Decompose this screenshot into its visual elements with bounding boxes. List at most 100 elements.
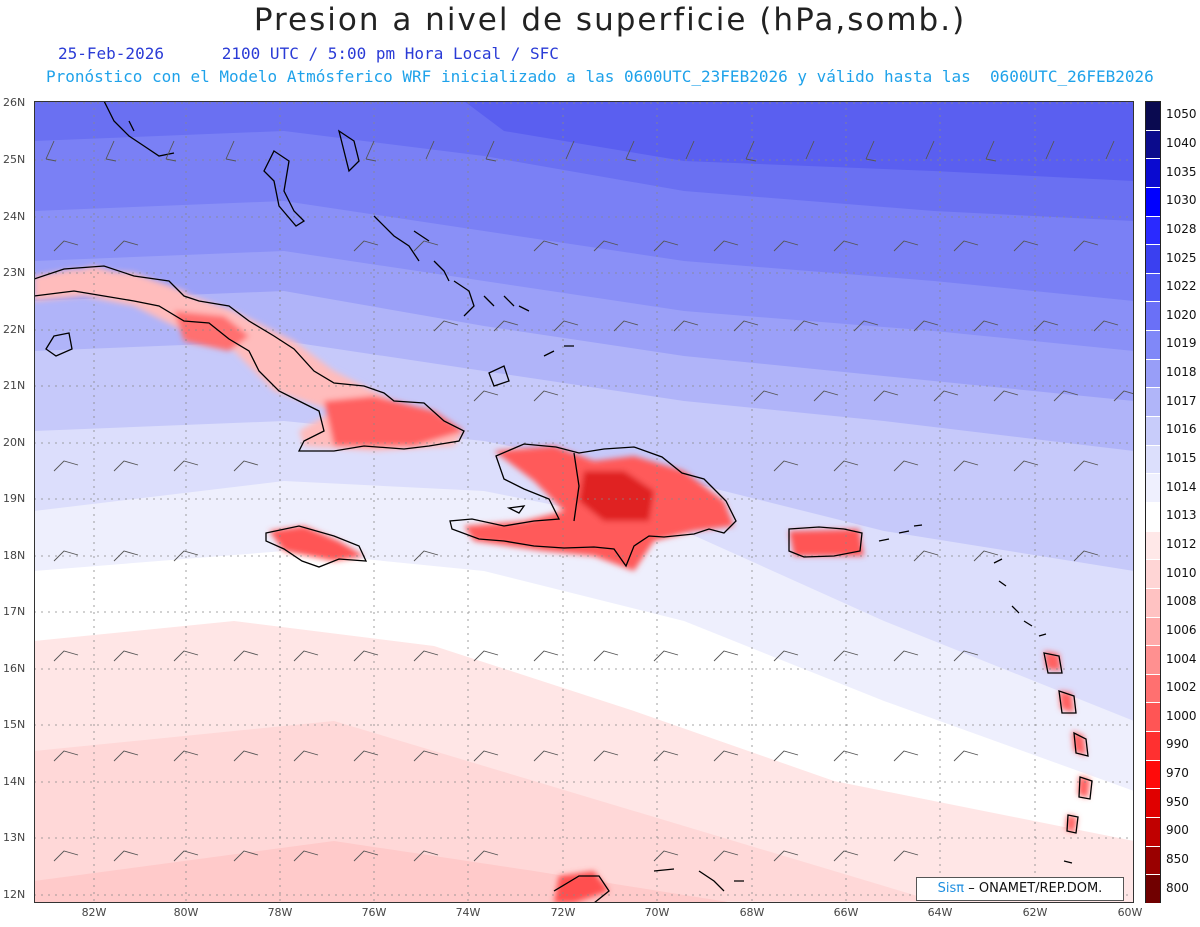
- colorbar-swatch: [1146, 818, 1160, 847]
- colorbar-label: 1016: [1166, 422, 1197, 437]
- turks-caicos: [488, 345, 574, 387]
- colorbar-label: 1028: [1166, 221, 1197, 236]
- colorbar-label: 990: [1166, 737, 1189, 752]
- colorbar-label: 1014: [1166, 479, 1197, 494]
- colorbar-label: 800: [1166, 880, 1189, 895]
- colorbar-swatch: [1146, 646, 1160, 675]
- colorbar-swatch: [1146, 617, 1160, 647]
- colorbar: [1145, 101, 1161, 904]
- colorbar-swatch: [1146, 531, 1160, 561]
- chart-title: Presion a nivel de superficie (hPa,somb.…: [253, 2, 967, 38]
- lon-label: 64W: [927, 906, 953, 919]
- lat-label: 22N: [3, 323, 26, 336]
- colorbar-label: 1012: [1166, 536, 1197, 551]
- lat-label: 24N: [3, 210, 26, 223]
- colorbar-swatch: [1146, 159, 1160, 188]
- colorbar-swatch: [1146, 273, 1160, 303]
- colorbar-swatch: [1146, 732, 1160, 761]
- colorbar-swatch: [1146, 216, 1160, 246]
- hispaniola-coast: [449, 443, 737, 568]
- lon-label: 82W: [81, 906, 107, 919]
- colorbar-swatch: [1146, 588, 1160, 618]
- colorbar-label: 1020: [1166, 307, 1197, 322]
- model-info: Pronóstico con el Modelo Atmósferico WRF…: [46, 67, 1154, 86]
- colorbar-label: 1050: [1166, 107, 1197, 122]
- lon-label: 72W: [550, 906, 576, 919]
- puerto-rico-coast: [788, 526, 863, 558]
- colorbar-label: 1022: [1166, 279, 1197, 294]
- lesser-antilles: [993, 558, 1093, 864]
- colorbar-swatch: [1146, 875, 1160, 904]
- forecast-date: 25-Feb-2026: [58, 44, 164, 63]
- forecast-time: 2100 UTC / 5:00 pm Hora Local / SFC: [221, 44, 559, 63]
- colorbar-label: 1025: [1166, 250, 1197, 265]
- lon-label: 80W: [173, 906, 199, 919]
- colorbar-label: 900: [1166, 823, 1189, 838]
- bahamas-1: [263, 150, 306, 227]
- bahamas-2: [337, 129, 360, 173]
- colorbar-swatch: [1146, 331, 1160, 360]
- colorbar-label: 1019: [1166, 336, 1197, 351]
- lat-label: 23N: [3, 266, 26, 279]
- lon-label: 76W: [361, 906, 387, 919]
- lat-label: 20N: [3, 436, 26, 449]
- colorbar-label: 1006: [1166, 622, 1197, 637]
- colorbar-label: 1004: [1166, 651, 1197, 666]
- lat-label: 18N: [3, 549, 26, 562]
- band-1025: [464, 101, 1134, 181]
- wind-barbs: [45, 140, 1134, 862]
- pressure-map: [34, 101, 1134, 903]
- colorbar-label: 1002: [1166, 680, 1197, 695]
- lat-label: 14N: [3, 775, 26, 788]
- colorbar-label: 1018: [1166, 365, 1197, 380]
- lat-label: 15N: [3, 718, 26, 731]
- lon-label: 74W: [455, 906, 481, 919]
- colorbar-label: 1008: [1166, 594, 1197, 609]
- subtitle-date-time: 25-Feb-2026 2100 UTC / 5:00 pm Hora Loca…: [58, 44, 559, 63]
- colorbar-swatch: [1146, 417, 1160, 446]
- lat-label: 26N: [3, 96, 26, 109]
- lat-label: 25N: [3, 153, 26, 166]
- colorbar-swatch: [1146, 102, 1160, 131]
- lon-label: 60W: [1117, 906, 1143, 919]
- lat-label: 13N: [3, 831, 26, 844]
- colorbar-label: 1013: [1166, 508, 1197, 523]
- colorbar-swatch: [1146, 674, 1160, 704]
- colorbar-swatch: [1146, 703, 1160, 733]
- colorbar-label: 1000: [1166, 708, 1197, 723]
- cuba-coast: [34, 265, 465, 452]
- colorbar-swatch: [1146, 187, 1160, 217]
- colorbar-label: 1030: [1166, 193, 1197, 208]
- jamaica-coast: [265, 525, 368, 568]
- lon-label: 68W: [739, 906, 765, 919]
- colorbar-label: 1010: [1166, 565, 1197, 580]
- colorbar-label: 850: [1166, 852, 1189, 867]
- colorbar-swatch: [1146, 302, 1160, 332]
- lon-label: 62W: [1022, 906, 1048, 919]
- florida-coast: [103, 101, 175, 157]
- colorbar-swatch: [1146, 502, 1160, 532]
- colorbar-swatch: [1146, 474, 1160, 503]
- colorbar-swatch: [1146, 388, 1160, 418]
- isla-juventud: [45, 332, 73, 357]
- colorbar-label: 1015: [1166, 451, 1197, 466]
- colorbar-swatch: [1146, 760, 1160, 790]
- colorbar-swatch: [1146, 445, 1160, 475]
- credit-brand: Sisπ: [937, 881, 965, 896]
- lon-label: 66W: [833, 906, 859, 919]
- tortuga: [506, 505, 526, 514]
- credit-text: – ONAMET/REP.DOM.: [968, 881, 1103, 896]
- lon-label: 78W: [267, 906, 293, 919]
- colorbar-swatch: [1146, 359, 1160, 389]
- colorbar-swatch: [1146, 560, 1160, 589]
- colorbar-label: 1040: [1166, 135, 1197, 150]
- colorbar-label: 1035: [1166, 164, 1197, 179]
- lon-label: 70W: [644, 906, 670, 919]
- colorbar-swatch: [1146, 846, 1160, 876]
- colorbar-label: 970: [1166, 766, 1189, 781]
- lat-label: 12N: [3, 888, 26, 901]
- lat-label: 21N: [3, 379, 26, 392]
- lat-label: 16N: [3, 662, 26, 675]
- virgin-islands: [878, 524, 923, 542]
- colorbar-label: 950: [1166, 794, 1189, 809]
